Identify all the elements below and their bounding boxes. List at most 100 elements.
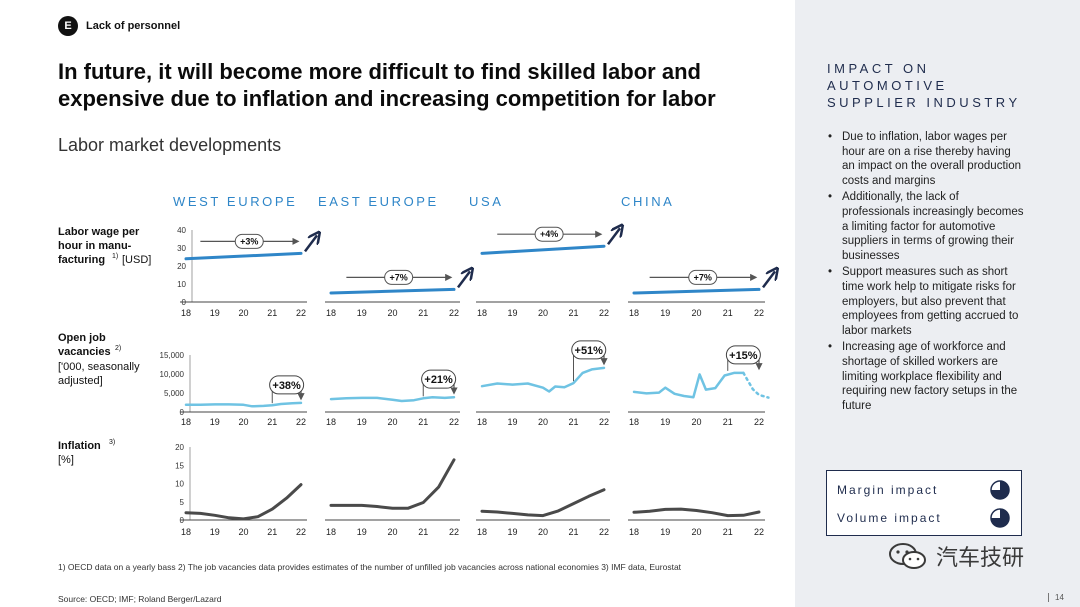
trend-up-arrow — [457, 271, 470, 289]
x-tick-label: 22 — [296, 308, 306, 318]
x-tick-label: 19 — [507, 417, 517, 427]
growth-pill — [384, 269, 414, 285]
series-line-inflation — [480, 488, 606, 518]
growth-label: +3% — [240, 236, 258, 246]
series-line-vacancies — [329, 395, 456, 403]
growth-pill — [534, 226, 564, 242]
x-tick-label: 22 — [754, 527, 764, 537]
source-note: Source: OECD; IMF; Roland Berger/Lazard — [58, 594, 222, 604]
vacancy-row-label: vacancies — [58, 346, 111, 358]
y-tick-label: 15 — [175, 461, 184, 470]
x-tick-label: 18 — [181, 527, 191, 537]
region-header-4: CHINA — [621, 194, 674, 209]
growth-label: +15% — [729, 350, 758, 362]
y-tick-label: 10 — [177, 280, 186, 289]
x-tick-label: 19 — [210, 417, 220, 427]
section-header: E Lack of personnel — [58, 16, 180, 36]
x-tick-label: 21 — [418, 527, 428, 537]
x-tick-label: 21 — [267, 527, 277, 537]
x-tick-label: 20 — [691, 417, 701, 427]
series-line-wage — [480, 244, 606, 255]
impact-bullet: Increasing age of workforce and shortage… — [826, 340, 1026, 413]
impact-bullet-list: Due to inflation, labor wages per hour a… — [826, 130, 1026, 415]
x-tick-label: 21 — [723, 417, 733, 427]
slide-subtitle: Labor market developments — [58, 135, 282, 155]
series-line-vacancies — [632, 371, 745, 399]
section-badge: E — [58, 16, 78, 36]
trend-up-arrow — [304, 235, 317, 253]
series-line-vacancies — [184, 401, 303, 408]
inflation-footnote-ref: 3) — [109, 439, 115, 446]
watermark-text: 汽车技研 — [936, 545, 1025, 570]
growth-pill — [269, 375, 305, 395]
x-tick-label: 19 — [357, 417, 367, 427]
slide-main: E Lack of personnel In future, it will b… — [58, 16, 716, 604]
vacancy-footnote-ref: 2) — [115, 345, 121, 352]
vacancy-unit-label: ['000, seasonally — [58, 361, 140, 373]
series-line-inflation — [184, 483, 303, 521]
x-tick-label: 21 — [418, 308, 428, 318]
margin-impact-label: Margin impact — [837, 483, 939, 497]
growth-pill — [688, 269, 718, 285]
growth-pill — [725, 345, 761, 365]
wage-row-label: facturing — [58, 254, 105, 266]
section-name: Lack of personnel — [86, 20, 181, 32]
labor-market-chart-grid: WEST EUROPE EAST EUROPE USA CHINA Labor wage… — [58, 194, 795, 537]
x-tick-label: 21 — [723, 308, 733, 318]
x-tick-label: 22 — [754, 308, 764, 318]
wage-row-label: hour in manu- — [58, 240, 132, 252]
series-line-inflation — [329, 458, 456, 510]
impact-bullet: Additionally, the lack of professionals … — [826, 190, 1026, 263]
y-tick-label: 20 — [175, 443, 184, 452]
growth-pill — [234, 233, 264, 249]
footnote: 1) OECD data on a yearly bass 2) The job… — [58, 562, 682, 572]
sidebar-title-line: AUTOMOTIVE — [827, 78, 948, 93]
x-tick-label: 21 — [568, 417, 578, 427]
x-tick-label: 20 — [538, 417, 548, 427]
wage-footnote-ref: 1) — [112, 253, 118, 260]
sidebar-title: IMPACT ON AUTOMOTIVE SUPPLIER INDUSTRY — [827, 60, 1067, 111]
x-tick-label: 18 — [181, 417, 191, 427]
y-tick-label: 10 — [175, 480, 184, 489]
wechat-icon — [889, 543, 926, 569]
region-header-2: EAST EUROPE — [318, 194, 439, 209]
x-tick-label: 21 — [723, 527, 733, 537]
x-tick-label: 22 — [754, 417, 764, 427]
impact-legend-box: Margin impact Volume impact — [826, 470, 1022, 536]
y-tick-label: 40 — [177, 226, 186, 235]
x-tick-label: 20 — [387, 527, 397, 537]
y-tick-label: 30 — [177, 244, 186, 253]
x-tick-label: 22 — [449, 417, 459, 427]
x-tick-label: 20 — [691, 527, 701, 537]
x-tick-label: 21 — [568, 308, 578, 318]
x-tick-label: 19 — [210, 527, 220, 537]
sidebar-title-line: IMPACT ON — [827, 61, 930, 76]
series-line-wage — [329, 287, 456, 295]
trend-up-arrow — [607, 228, 620, 245]
x-tick-label: 21 — [568, 527, 578, 537]
x-tick-label: 19 — [660, 527, 670, 537]
series-projection-line — [742, 371, 770, 399]
x-tick-label: 19 — [210, 308, 220, 318]
x-tick-label: 18 — [629, 308, 639, 318]
growth-label: +51% — [575, 345, 604, 357]
x-tick-label: 18 — [326, 308, 336, 318]
impact-bullet: Support measures such as short time work… — [826, 265, 1026, 338]
region-header-1: WEST EUROPE — [173, 194, 297, 209]
y-tick-label: 5,000 — [164, 389, 185, 398]
y-tick-label: 15,000 — [160, 351, 185, 360]
x-tick-label: 20 — [538, 527, 548, 537]
x-tick-label: 22 — [296, 417, 306, 427]
x-tick-label: 22 — [599, 417, 609, 427]
watermark: 汽车技研 — [888, 540, 1024, 572]
x-tick-label: 19 — [507, 308, 517, 318]
x-tick-label: 18 — [629, 527, 639, 537]
trend-up-arrow — [762, 271, 775, 289]
x-tick-label: 20 — [387, 417, 397, 427]
vacancy-row-label: Open job — [58, 332, 106, 344]
x-tick-label: 18 — [629, 417, 639, 427]
slide-title: In future, it will become more difficult… — [58, 59, 716, 111]
x-tick-label: 22 — [599, 308, 609, 318]
x-tick-label: 18 — [181, 308, 191, 318]
growth-label: +21% — [424, 374, 453, 386]
